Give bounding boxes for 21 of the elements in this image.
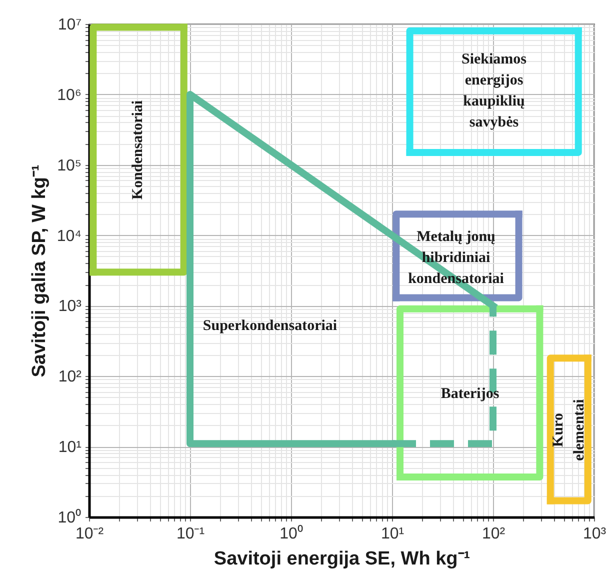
y-tick-label: 10⁰ bbox=[58, 508, 82, 526]
annotation: Siekiamos energijos kaupiklių savybės bbox=[461, 52, 527, 130]
x-tick-label: 10² bbox=[482, 526, 506, 542]
x-tick-label: 10⁰ bbox=[280, 524, 304, 542]
y-tick-label: 10¹ bbox=[58, 439, 82, 456]
y-axis-title: Savitoji galia SP, W kg⁻¹ bbox=[28, 164, 50, 378]
x-tick-label: 10⁻¹ bbox=[176, 526, 205, 542]
y-tick-label: 10⁴ bbox=[56, 228, 82, 245]
y-tick-label: 10⁷ bbox=[58, 16, 82, 34]
x-tick-label: 10⁻² bbox=[75, 526, 104, 542]
y-tick-label: 10² bbox=[58, 368, 82, 386]
annotation: Superkondensatoriai bbox=[202, 318, 338, 334]
x-axis-title: Savitoji energija SE, Wh kg⁻¹ bbox=[214, 548, 470, 570]
y-tick-label: 10⁵ bbox=[57, 157, 82, 174]
annotation: Baterijos bbox=[440, 386, 500, 402]
y-tick-label: 10³ bbox=[58, 298, 82, 316]
annotation: Kuro elementai bbox=[550, 399, 588, 461]
y-tick-label: 10⁶ bbox=[57, 86, 82, 104]
x-tick-label: 10¹ bbox=[380, 526, 404, 542]
annotation: Kondensatoriai bbox=[130, 100, 146, 200]
x-tick-label: 10³ bbox=[582, 526, 607, 542]
